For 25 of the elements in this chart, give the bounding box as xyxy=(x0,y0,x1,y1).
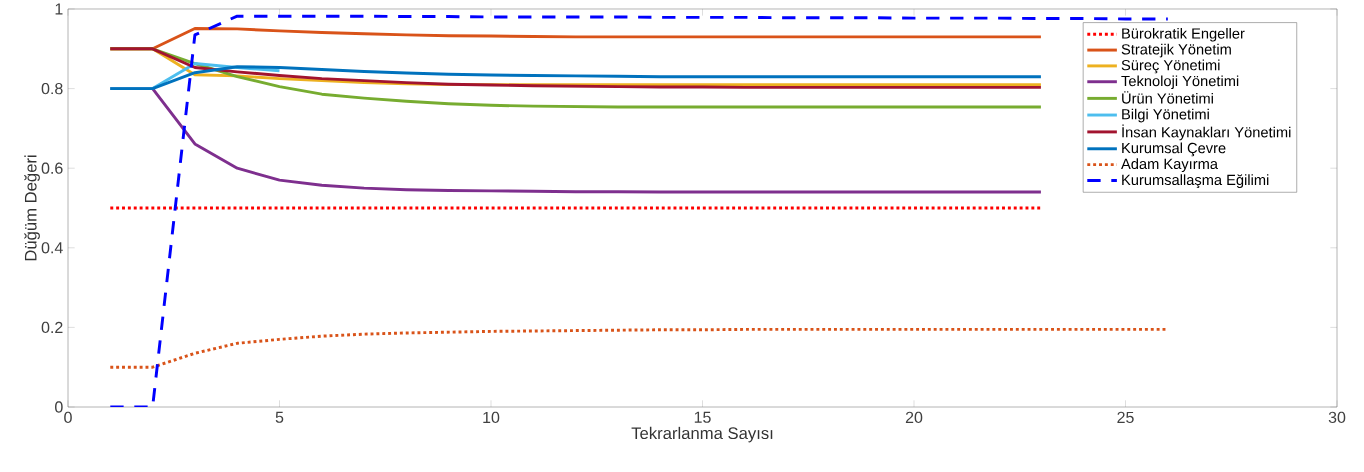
legend-label: Süreç Yönetimi xyxy=(1121,59,1220,74)
legend-label: Kurumsallaşma Eğilimi xyxy=(1122,174,1269,189)
legend-label: Adam Kayırma xyxy=(1121,158,1218,172)
y-axis-title: Düğüm Değeri xyxy=(24,155,40,261)
legend-label: Stratejik Yönetim xyxy=(1121,43,1231,58)
y-tick-label: 0.4 xyxy=(41,242,63,254)
y-tick-label: 0.2 xyxy=(41,321,63,334)
x-tick-label: 0 xyxy=(64,411,72,424)
y-tick-label: 0 xyxy=(55,401,63,413)
x-tick-label: 10 xyxy=(483,411,500,424)
x-tick-label: 20 xyxy=(905,411,923,424)
legend-label: Kurumsal Çevre xyxy=(1122,142,1226,157)
x-tick-label: 30 xyxy=(1328,411,1346,424)
x-tick-label: 15 xyxy=(694,411,711,423)
x-tick-label: 25 xyxy=(1117,411,1134,424)
y-tick-label: 0.8 xyxy=(41,82,63,95)
y-tick-label: 0.6 xyxy=(41,162,63,174)
legend-label: Ürün Yönetimi xyxy=(1122,91,1213,104)
legend-label: Teknoloji Yönetimi xyxy=(1121,75,1239,90)
legend-label: Bürokratik Engeller xyxy=(1122,27,1245,42)
y-tick-label: 1 xyxy=(55,3,63,15)
x-tick-label: 5 xyxy=(275,411,284,423)
x-axis-title: Tekrarlanma Sayısı xyxy=(631,426,773,443)
legend-label: Bilgi Yönetimi xyxy=(1122,108,1209,123)
legend-label: İnsan Kaynakları Yönetimi xyxy=(1122,124,1291,141)
